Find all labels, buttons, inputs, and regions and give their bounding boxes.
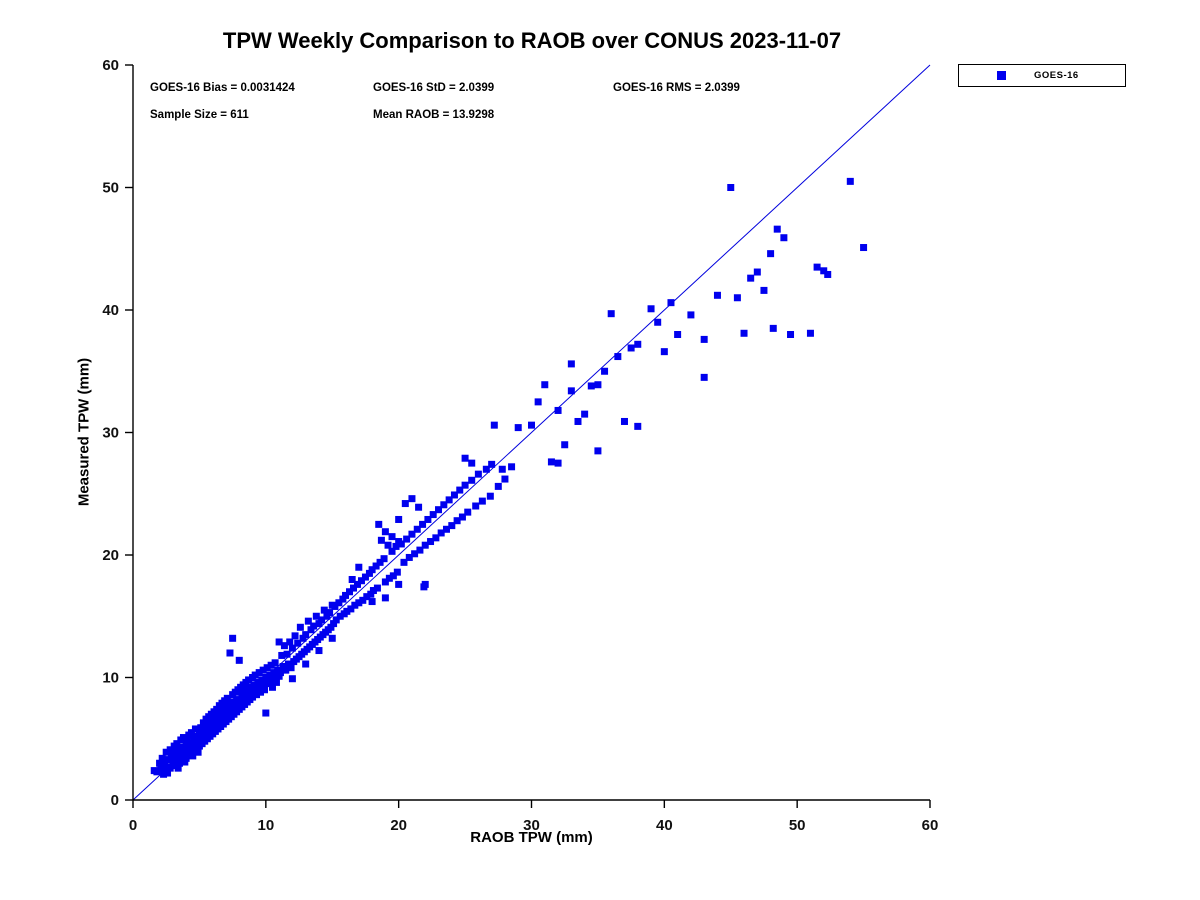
svg-text:40: 40	[102, 302, 119, 319]
svg-text:60: 60	[102, 57, 119, 74]
svg-text:20: 20	[102, 547, 119, 564]
svg-text:50: 50	[789, 817, 806, 834]
svg-text:50: 50	[102, 180, 119, 197]
legend-marker-square-icon	[997, 71, 1006, 80]
svg-text:10: 10	[102, 670, 119, 687]
stat-std: GOES-16 StD = 2.0399	[373, 82, 495, 94]
stat-bias: GOES-16 Bias = 0.0031424	[150, 82, 295, 94]
svg-text:60: 60	[922, 817, 939, 834]
stat-sample-size: Sample Size = 611	[150, 109, 249, 121]
legend-label: GOES-16	[1034, 70, 1079, 81]
y-axis-label: Measured TPW (mm)	[75, 357, 93, 507]
svg-text:20: 20	[390, 817, 407, 834]
svg-text:30: 30	[102, 425, 119, 442]
chart-title: TPW Weekly Comparison to RAOB over CONUS…	[222, 28, 842, 53]
legend: GOES-16	[958, 64, 1126, 87]
svg-text:40: 40	[656, 817, 673, 834]
stat-rms: GOES-16 RMS = 2.0399	[613, 82, 740, 94]
x-axis-label: RAOB TPW (mm)	[470, 829, 593, 846]
svg-text:0: 0	[111, 792, 119, 809]
stat-mean-raob: Mean RAOB = 13.9298	[373, 109, 495, 121]
svg-text:0: 0	[129, 817, 137, 834]
svg-text:30: 30	[523, 817, 540, 834]
svg-text:10: 10	[257, 817, 274, 834]
